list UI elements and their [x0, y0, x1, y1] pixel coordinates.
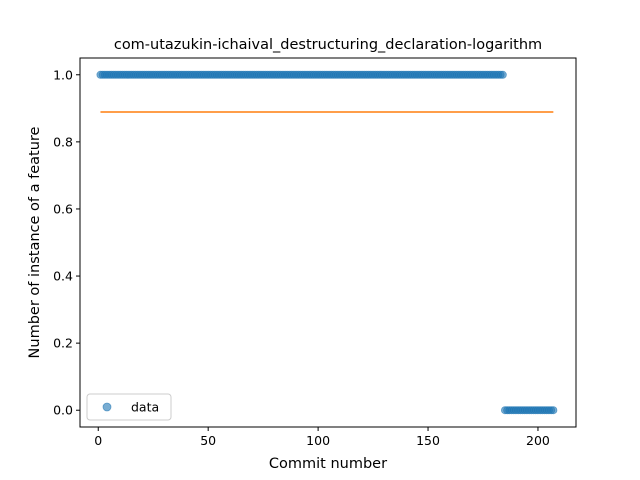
chart-title: com-utazukin-ichaival_destructuring_decl… [114, 37, 542, 53]
x-tick-label: 50 [200, 433, 216, 448]
y-axis: 0.0 0.2 0.4 0.6 0.8 1.0 [53, 67, 80, 418]
y-tick-label: 1.0 [53, 67, 73, 82]
x-tick-label: 100 [306, 433, 330, 448]
y-tick-label: 0.4 [53, 269, 73, 284]
y-tick-label: 0.2 [53, 336, 73, 351]
legend-marker [102, 402, 112, 412]
x-tick-label: 200 [526, 433, 550, 448]
legend: data [86, 393, 172, 421]
plot-frame [79, 57, 577, 428]
legend-box [86, 393, 172, 421]
x-axis-label: Commit number [269, 456, 387, 472]
legend-label: data [131, 400, 159, 415]
x-tick-label: 150 [416, 433, 440, 448]
x-tick-label: 0 [94, 433, 102, 448]
plot-area [96, 70, 558, 415]
data-point [498, 70, 507, 79]
y-axis-label: Number of instance of a feature [27, 126, 43, 358]
y-tick-label: 0.8 [53, 134, 73, 149]
y-tick-label: 0.0 [53, 403, 73, 418]
x-axis: 0 50 100 150 200 [94, 427, 550, 448]
data-point [549, 406, 558, 415]
y-tick-label: 0.6 [53, 201, 73, 216]
